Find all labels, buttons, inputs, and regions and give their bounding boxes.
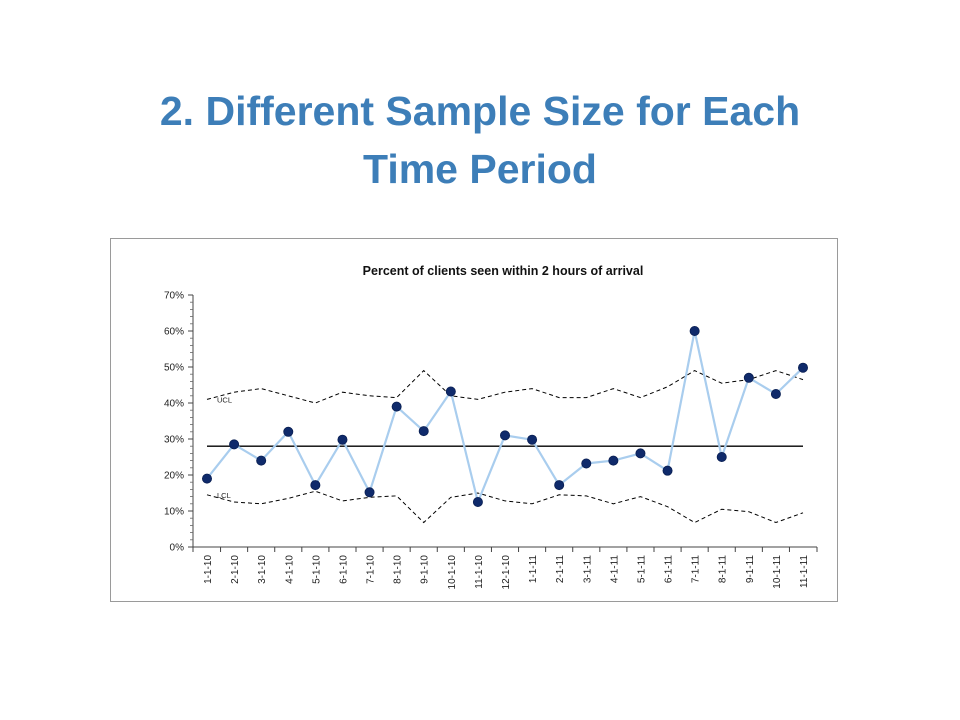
x-tick-label: 5-1-11 <box>636 555 647 584</box>
x-tick-label: 4-1-11 <box>609 555 620 584</box>
data-point <box>689 326 700 337</box>
data-point <box>256 455 267 466</box>
x-tick-label: 10-1-11 <box>772 555 783 589</box>
x-tick-label: 9-1-11 <box>745 555 756 584</box>
x-tick-label: 8-1-11 <box>718 555 729 584</box>
x-tick-label: 11-1-10 <box>474 555 485 589</box>
slide-title-line-1: 2. Different Sample Size for Each <box>159 88 801 134</box>
data-point <box>716 451 727 462</box>
y-tick-label: 40% <box>164 399 184 410</box>
data-point <box>364 487 375 498</box>
x-tick-label: 6-1-10 <box>338 555 349 584</box>
data-point <box>554 480 565 491</box>
x-tick-label: 4-1-10 <box>284 555 295 584</box>
data-point <box>391 401 402 412</box>
data-point <box>662 465 673 476</box>
x-tick-label: 12-1-10 <box>501 555 512 590</box>
data-point <box>499 430 510 441</box>
y-tick-label: 20% <box>164 471 184 482</box>
y-tick-label: 30% <box>164 435 184 446</box>
ucl-label: UCL <box>217 395 232 404</box>
lcl-line <box>206 490 804 524</box>
y-tick-label: 10% <box>164 507 184 518</box>
y-tick-label: 70% <box>164 291 184 302</box>
slide-title: 2. Different Sample Size for Each Time P… <box>40 82 920 198</box>
x-tick-label: 7-1-11 <box>691 555 702 584</box>
data-point <box>229 439 240 450</box>
x-tick-label: 10-1-10 <box>447 555 458 590</box>
control-chart: 0% 10% 20% 30% 40% 50% 60% 70% 1-1-10 2-1-10 3-1-1… <box>164 264 818 590</box>
data-point <box>445 386 456 397</box>
y-tick-label: 60% <box>164 327 184 338</box>
x-tick-label: 3-1-10 <box>257 555 268 584</box>
data-point <box>608 455 619 466</box>
data-point <box>202 473 213 484</box>
x-tick-label: 5-1-10 <box>311 555 322 584</box>
x-tick-label: 9-1-10 <box>420 555 431 584</box>
chart-frame: 0% 10% 20% 30% 40% 50% 60% 70% 1-1-10 2-1-10 3-1-1… <box>110 238 838 602</box>
data-point <box>418 426 429 437</box>
data-point <box>770 388 781 399</box>
series-line <box>206 330 804 506</box>
ucl-line <box>206 369 804 404</box>
data-point <box>635 448 646 459</box>
chart-title: Percent of clients seen within 2 hours o… <box>363 264 644 278</box>
x-tick-label: 7-1-10 <box>366 555 377 584</box>
data-point <box>337 434 348 445</box>
x-tick-label: 2-1-11 <box>555 555 566 584</box>
data-point <box>743 372 754 383</box>
x-tick-label: 8-1-10 <box>393 555 404 584</box>
data-point <box>472 496 483 507</box>
data-point <box>798 362 809 373</box>
x-tick-label: 6-1-11 <box>664 555 675 584</box>
x-tick-label: 11-1-11 <box>799 555 810 588</box>
y-tick-label: 0% <box>170 543 185 554</box>
slide-title-line-2: Time Period <box>363 146 597 192</box>
data-point <box>581 458 592 469</box>
lcl-label: LCL <box>217 491 231 500</box>
x-tick-label: 1-1-10 <box>203 555 214 584</box>
x-tick-label: 1-1-11 <box>528 555 539 584</box>
data-point <box>283 426 294 437</box>
y-tick-label: 50% <box>164 363 184 374</box>
x-tick-label: 2-1-10 <box>230 555 241 584</box>
data-point <box>310 480 321 491</box>
data-point <box>527 434 538 445</box>
x-tick-label: 3-1-11 <box>582 555 593 584</box>
